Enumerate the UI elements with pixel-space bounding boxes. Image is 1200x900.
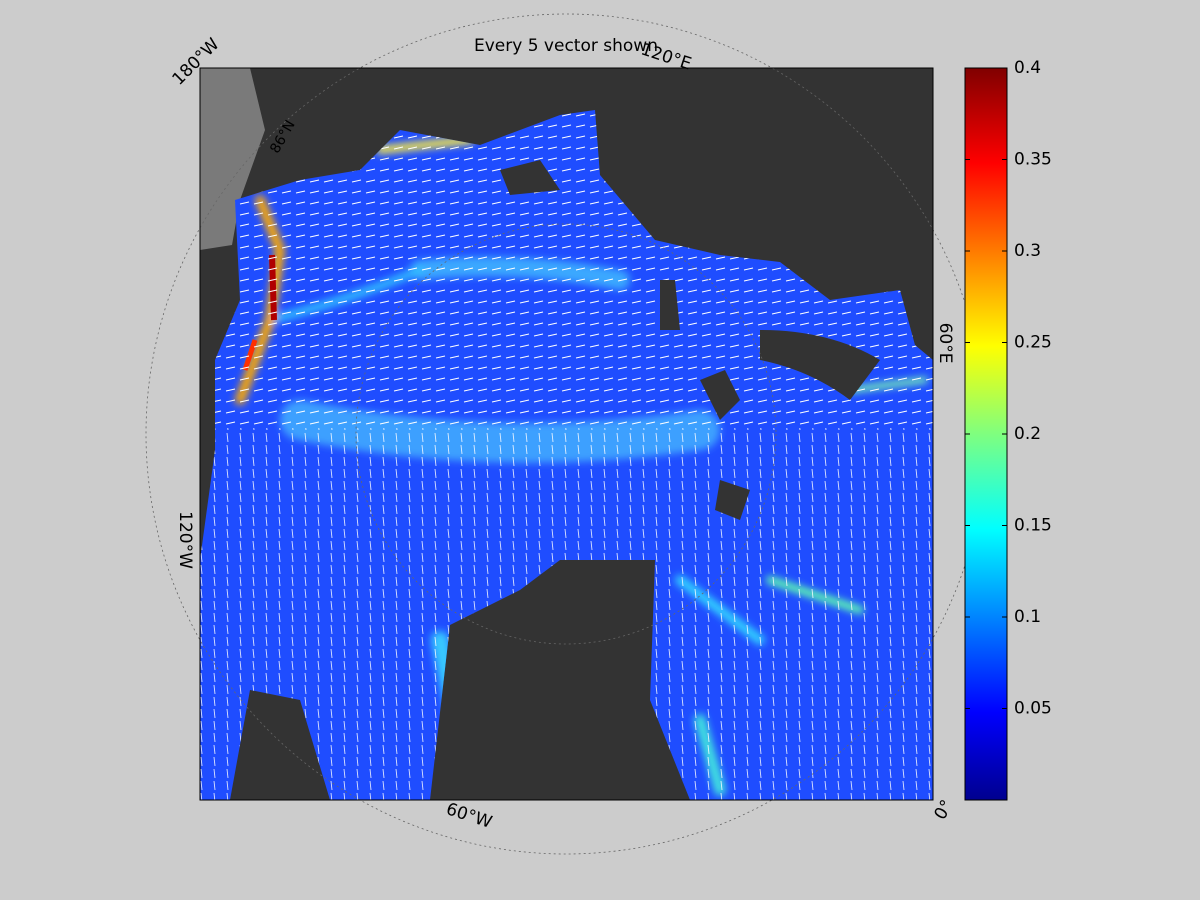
map-label: 60°W: [444, 799, 495, 833]
colorbar-tick-label: 0.3: [1014, 241, 1041, 261]
colorbar-tick-label: 0.35: [1014, 150, 1052, 170]
map-label: 120°W: [175, 511, 195, 569]
map-label: 0°: [931, 797, 958, 824]
colorbar-tick-label: 0.05: [1014, 699, 1052, 719]
colorbar-tick-label: 0.4: [1014, 58, 1041, 78]
map: [145, 13, 987, 855]
colorbar-tick-label: 0.1: [1014, 607, 1041, 627]
colorbar: [964, 67, 1008, 801]
colorbar-tick-label: 0.15: [1014, 516, 1052, 536]
map-label: 60°E: [935, 323, 955, 364]
land-shelf: [200, 68, 265, 250]
title: Every 5 vector shown: [474, 36, 658, 56]
colorbar-gradient: [964, 67, 1008, 801]
colorbar-tick-label: 0.2: [1014, 424, 1041, 444]
colorbar-tick-label: 0.25: [1014, 333, 1052, 353]
